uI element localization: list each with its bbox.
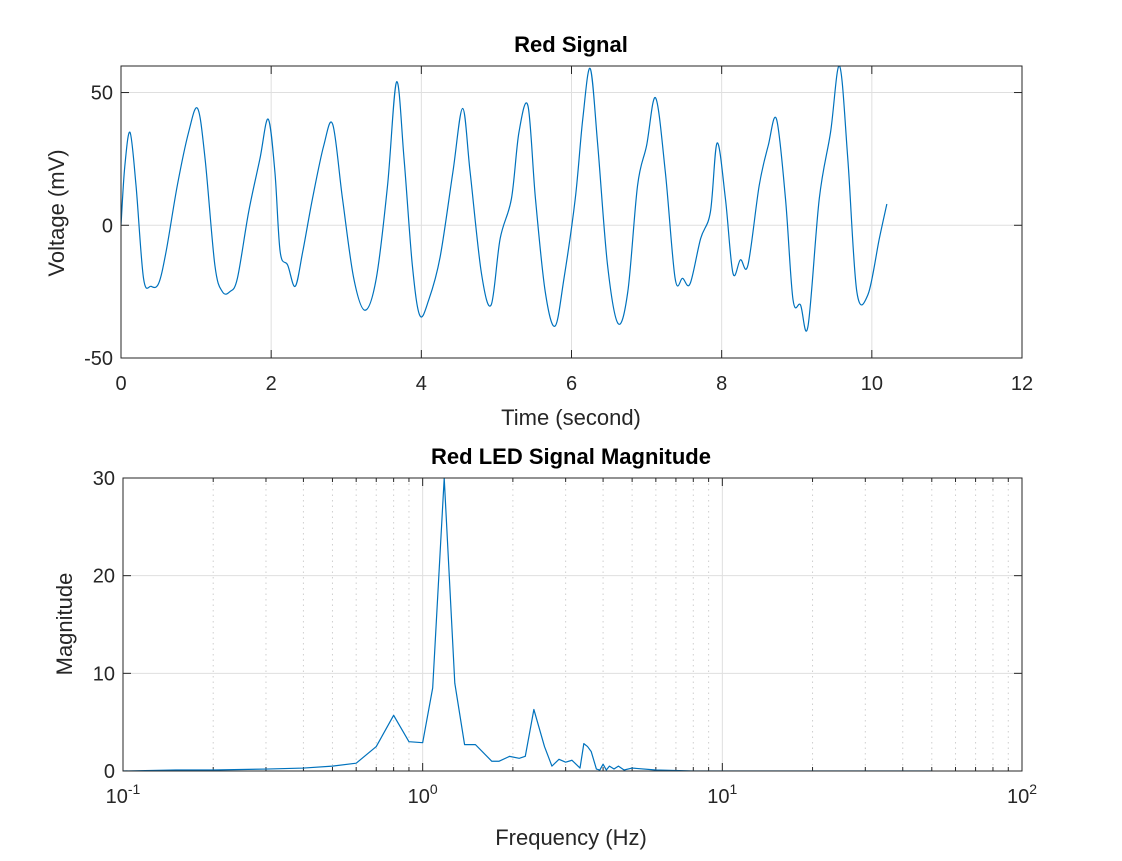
x-tick-label: 10-1 — [106, 781, 141, 808]
x-tick-label: 10 — [861, 373, 883, 395]
x-axis-label: Time (second) — [501, 405, 641, 430]
x-tick-label: 6 — [566, 373, 577, 395]
y-axis-label: Voltage (mV) — [44, 149, 69, 276]
x-tick-label: 4 — [416, 373, 427, 395]
y-tick-label: 30 — [93, 468, 115, 490]
series-line — [123, 478, 932, 771]
x-tick-label: 101 — [707, 781, 737, 808]
x-tick-label: 2 — [266, 373, 277, 395]
plot-frame — [120, 65, 1023, 359]
x-axis-label: Frequency (Hz) — [495, 825, 647, 850]
time-domain-plot: Red Signal Time (second) Voltage (mV) 0 2… — [44, 32, 1033, 430]
x-tick-label: 8 — [716, 373, 727, 395]
x-tick-label: 102 — [1007, 781, 1037, 808]
series-line — [121, 66, 888, 332]
y-tick-label: 0 — [104, 761, 115, 783]
y-tick-label: 20 — [93, 566, 115, 588]
y-tick-label: 10 — [93, 663, 115, 685]
plot-title: Red LED Signal Magnitude — [431, 444, 711, 469]
y-tick-label: 50 — [91, 83, 113, 105]
frequency-domain-plot: Red LED Signal Magnitude Frequency (Hz) … — [52, 444, 1037, 850]
x-tick-label: 12 — [1011, 373, 1033, 395]
y-tick-label: -50 — [84, 348, 113, 370]
y-tick-label: 0 — [102, 215, 113, 237]
y-axis-label: Magnitude — [52, 573, 77, 676]
plot-frame — [122, 477, 1023, 772]
x-tick-label: 0 — [115, 373, 126, 395]
x-tick-label: 100 — [408, 781, 438, 808]
plot-title: Red Signal — [514, 32, 628, 57]
